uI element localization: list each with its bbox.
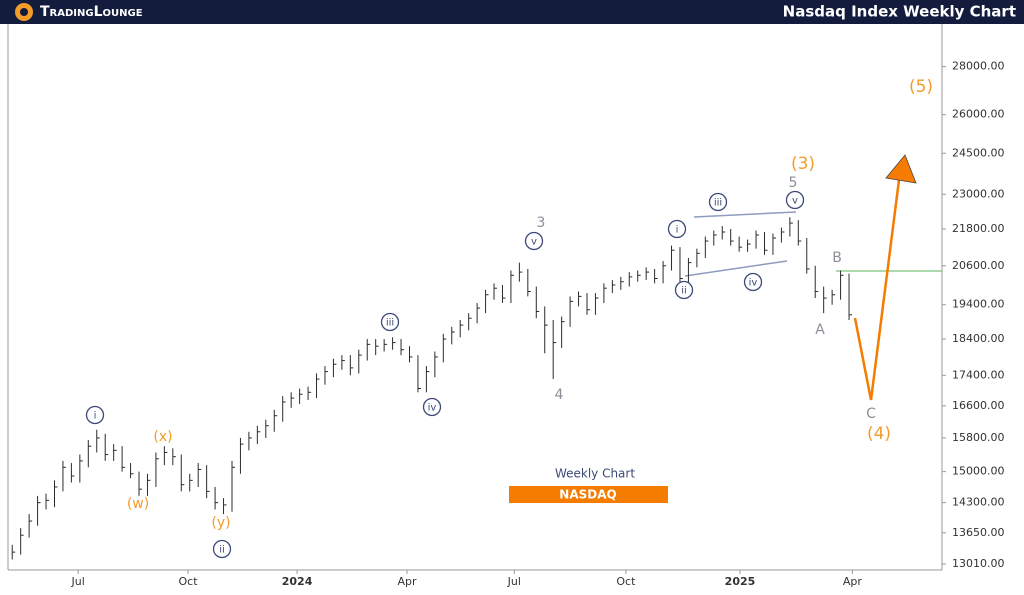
wave-label: iii [714,198,722,209]
wave-label: A [815,322,825,338]
x-tick-label: Oct [179,575,199,588]
wave-circle [524,231,544,251]
y-tick-label: 15000.00 [952,465,1005,478]
wave-label: B [832,250,842,266]
trendline [684,260,788,277]
wave-label: iv [749,278,758,289]
symbol: NASDAQ [559,488,616,502]
y-tick-label: 19400.00 [952,298,1005,311]
x-tick-label: Jul [507,575,521,588]
x-tick-label: Jul [71,575,85,588]
wave-circle [743,272,763,292]
y-tick-label: 23000.00 [952,187,1005,200]
wave-label: v [531,237,537,248]
arrow-head [885,154,917,184]
wave-label: 3 [537,215,546,231]
wave-circle [785,190,805,210]
wave-circle [667,219,687,239]
y-tick-label: 24500.00 [952,146,1005,159]
wave-label: i [94,411,97,422]
y-tick-label: 17400.00 [952,368,1005,381]
wave-label: 5 [789,175,798,191]
header-bar [0,0,1024,24]
symbol-box [509,486,668,503]
y-tick-label: 16600.00 [952,399,1005,412]
y-tick-label: 14300.00 [952,496,1005,509]
projection-arrow [853,179,901,401]
wave-circle [422,397,442,417]
logo: TradingLounge [40,4,143,20]
x-tick-label: Apr [843,575,863,588]
wave-label: ii [681,286,687,297]
price-bars [11,217,853,560]
wave-label: iii [386,318,394,329]
x-tick-label: Apr [397,575,417,588]
wave-label: 4 [555,387,564,403]
y-tick-label: 28000.00 [952,60,1005,73]
trendline [693,211,797,218]
y-tick-label: 13010.00 [952,557,1005,570]
x-tick-label: 2025 [725,575,756,588]
y-tick-label: 18400.00 [952,332,1005,345]
wave-circle [85,405,105,425]
wave-label: (y) [211,515,230,531]
wave-label: i [676,225,679,236]
wave-circle [212,539,232,559]
subtitle: Weekly Chart [555,467,635,481]
wave-label: C [866,406,876,422]
wave-circle [708,192,728,212]
wave-label: (4) [867,424,891,444]
wave-label: (5) [909,77,933,97]
wave-circle [380,312,400,332]
wave-label: (x) [153,429,172,445]
wave-circle [674,280,694,300]
logo-icon-inner [20,8,28,16]
wave-label: v [792,196,798,207]
y-tick-label: 13650.00 [952,526,1005,539]
y-tick-label: 20600.00 [952,259,1005,272]
x-tick-label: Oct [616,575,636,588]
wave-label: (w) [127,496,149,512]
wave-label: ii [219,545,225,556]
y-tick-label: 26000.00 [952,108,1005,121]
y-tick-label: 15800.00 [952,431,1005,444]
wave-label: iv [428,403,437,414]
header-title: Nasdaq Index Weekly Chart [783,3,1016,21]
wave-label: (3) [791,154,815,174]
y-tick-label: 21800.00 [952,222,1005,235]
x-tick-label: 2024 [282,575,313,588]
